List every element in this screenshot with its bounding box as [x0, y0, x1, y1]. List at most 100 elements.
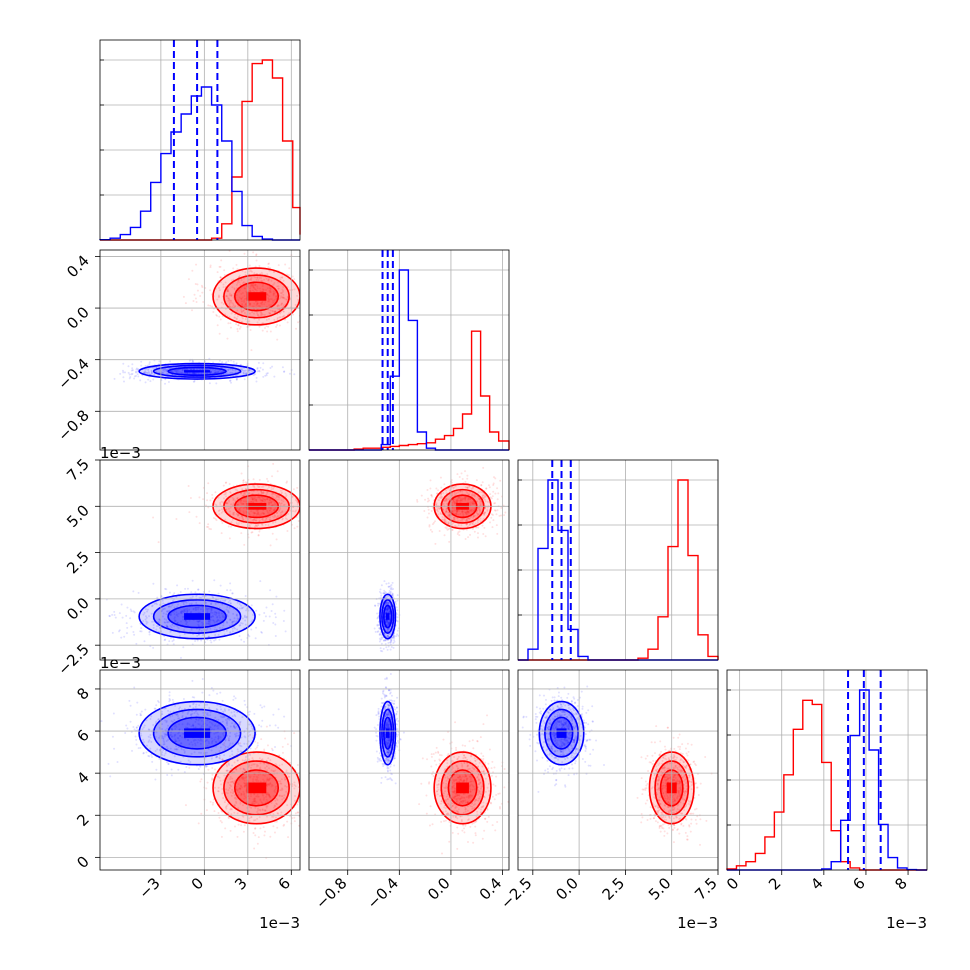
sample-point-red [228, 294, 231, 297]
sample-point-red [255, 746, 258, 749]
sample-point-blue [129, 704, 132, 707]
sample-point-red [221, 787, 224, 790]
sample-point-red [282, 293, 285, 296]
sample-point-red [187, 485, 190, 488]
sample-point-blue [374, 630, 377, 633]
sample-point-red [266, 792, 269, 795]
sample-point-blue [226, 621, 229, 624]
sample-point-blue [236, 617, 239, 620]
sample-point-red [293, 794, 296, 797]
sample-point-red [266, 784, 269, 787]
sample-point-red [266, 815, 269, 818]
sample-point-red [460, 524, 463, 527]
sample-point-blue [381, 636, 384, 639]
sample-point-red [260, 490, 263, 493]
sample-point-blue [143, 611, 146, 614]
sample-point-red [252, 478, 255, 481]
sample-point-blue [154, 707, 157, 710]
sample-point-blue [165, 624, 168, 627]
density-peak-red [246, 292, 267, 301]
sample-point-red [478, 497, 481, 500]
sample-point-red [226, 769, 229, 772]
sample-point-blue [386, 608, 389, 611]
sample-point-blue [219, 584, 222, 587]
sample-point-red [448, 514, 451, 517]
sample-point-red [304, 503, 306, 505]
sample-point-red [257, 492, 260, 495]
sample-point-blue [153, 373, 156, 376]
sample-point-blue [122, 371, 125, 374]
sample-point-red [280, 499, 283, 502]
sample-point-blue [193, 380, 196, 383]
sample-point-red [244, 796, 247, 799]
sample-point-red [211, 305, 214, 308]
sample-point-blue [383, 632, 386, 635]
sample-point-red [259, 799, 262, 802]
sample-point-red [466, 523, 469, 526]
sample-point-red [250, 349, 253, 352]
sample-point-red [219, 779, 222, 782]
sample-point-red [248, 320, 251, 323]
sample-point-red [243, 543, 246, 546]
sample-point-blue [253, 712, 256, 715]
sample-point-red [241, 317, 244, 320]
sample-point-blue [229, 379, 232, 382]
sample-point-red [439, 493, 442, 496]
axes-frame-r3-c3 [726, 669, 928, 871]
sample-point-red [244, 516, 247, 519]
sample-point-blue [376, 617, 379, 620]
sample-point-blue [263, 705, 266, 708]
sample-point-red [450, 523, 453, 526]
sample-point-blue [396, 629, 399, 632]
sample-point-red [275, 816, 278, 819]
sample-point-blue [389, 591, 392, 594]
sample-point-red [248, 264, 251, 267]
sample-point-red [248, 512, 251, 515]
sample-point-red [266, 800, 269, 803]
sample-point-red [250, 283, 253, 286]
sample-point-blue [384, 639, 387, 642]
sample-point-blue [191, 359, 194, 362]
sample-point-red [267, 501, 270, 504]
sample-point-blue [227, 610, 230, 613]
sample-point-red [458, 534, 461, 537]
sample-point-blue [386, 609, 389, 612]
sample-point-red [481, 524, 484, 527]
sample-point-red [259, 780, 262, 783]
sample-point-blue [161, 615, 164, 618]
sample-point-red [291, 783, 294, 786]
sample-point-blue [186, 621, 189, 624]
sample-point-red [235, 283, 238, 286]
sample-point-red [232, 502, 235, 505]
sample-point-blue [147, 378, 150, 381]
sample-point-blue [252, 752, 255, 755]
sample-point-red [282, 296, 285, 299]
sample-point-blue [108, 614, 111, 617]
sample-point-red [284, 778, 287, 781]
sample-point-red [319, 787, 321, 789]
sample-point-blue [234, 374, 237, 377]
sample-point-blue [210, 608, 213, 611]
sample-point-red [255, 278, 258, 281]
sample-point-red [268, 794, 271, 797]
sample-point-red [218, 289, 221, 292]
sample-point-red [485, 487, 488, 490]
sample-point-red [251, 498, 254, 501]
sample-point-blue [392, 635, 395, 638]
sample-point-red [207, 304, 210, 307]
sample-point-red [250, 795, 253, 798]
sample-point-red [225, 501, 228, 504]
sample-point-red [209, 528, 212, 531]
sample-point-blue [218, 614, 221, 617]
sample-point-blue [269, 367, 272, 370]
sample-point-red [265, 805, 268, 808]
sample-point-blue [248, 710, 251, 713]
sample-point-red [468, 509, 471, 512]
sample-point-red [221, 758, 224, 761]
sample-point-red [258, 318, 261, 321]
sample-point-red [470, 494, 473, 497]
sample-point-red [278, 308, 281, 311]
sample-point-blue [233, 695, 236, 698]
sample-point-red [219, 819, 222, 822]
sample-point-blue [206, 611, 209, 614]
